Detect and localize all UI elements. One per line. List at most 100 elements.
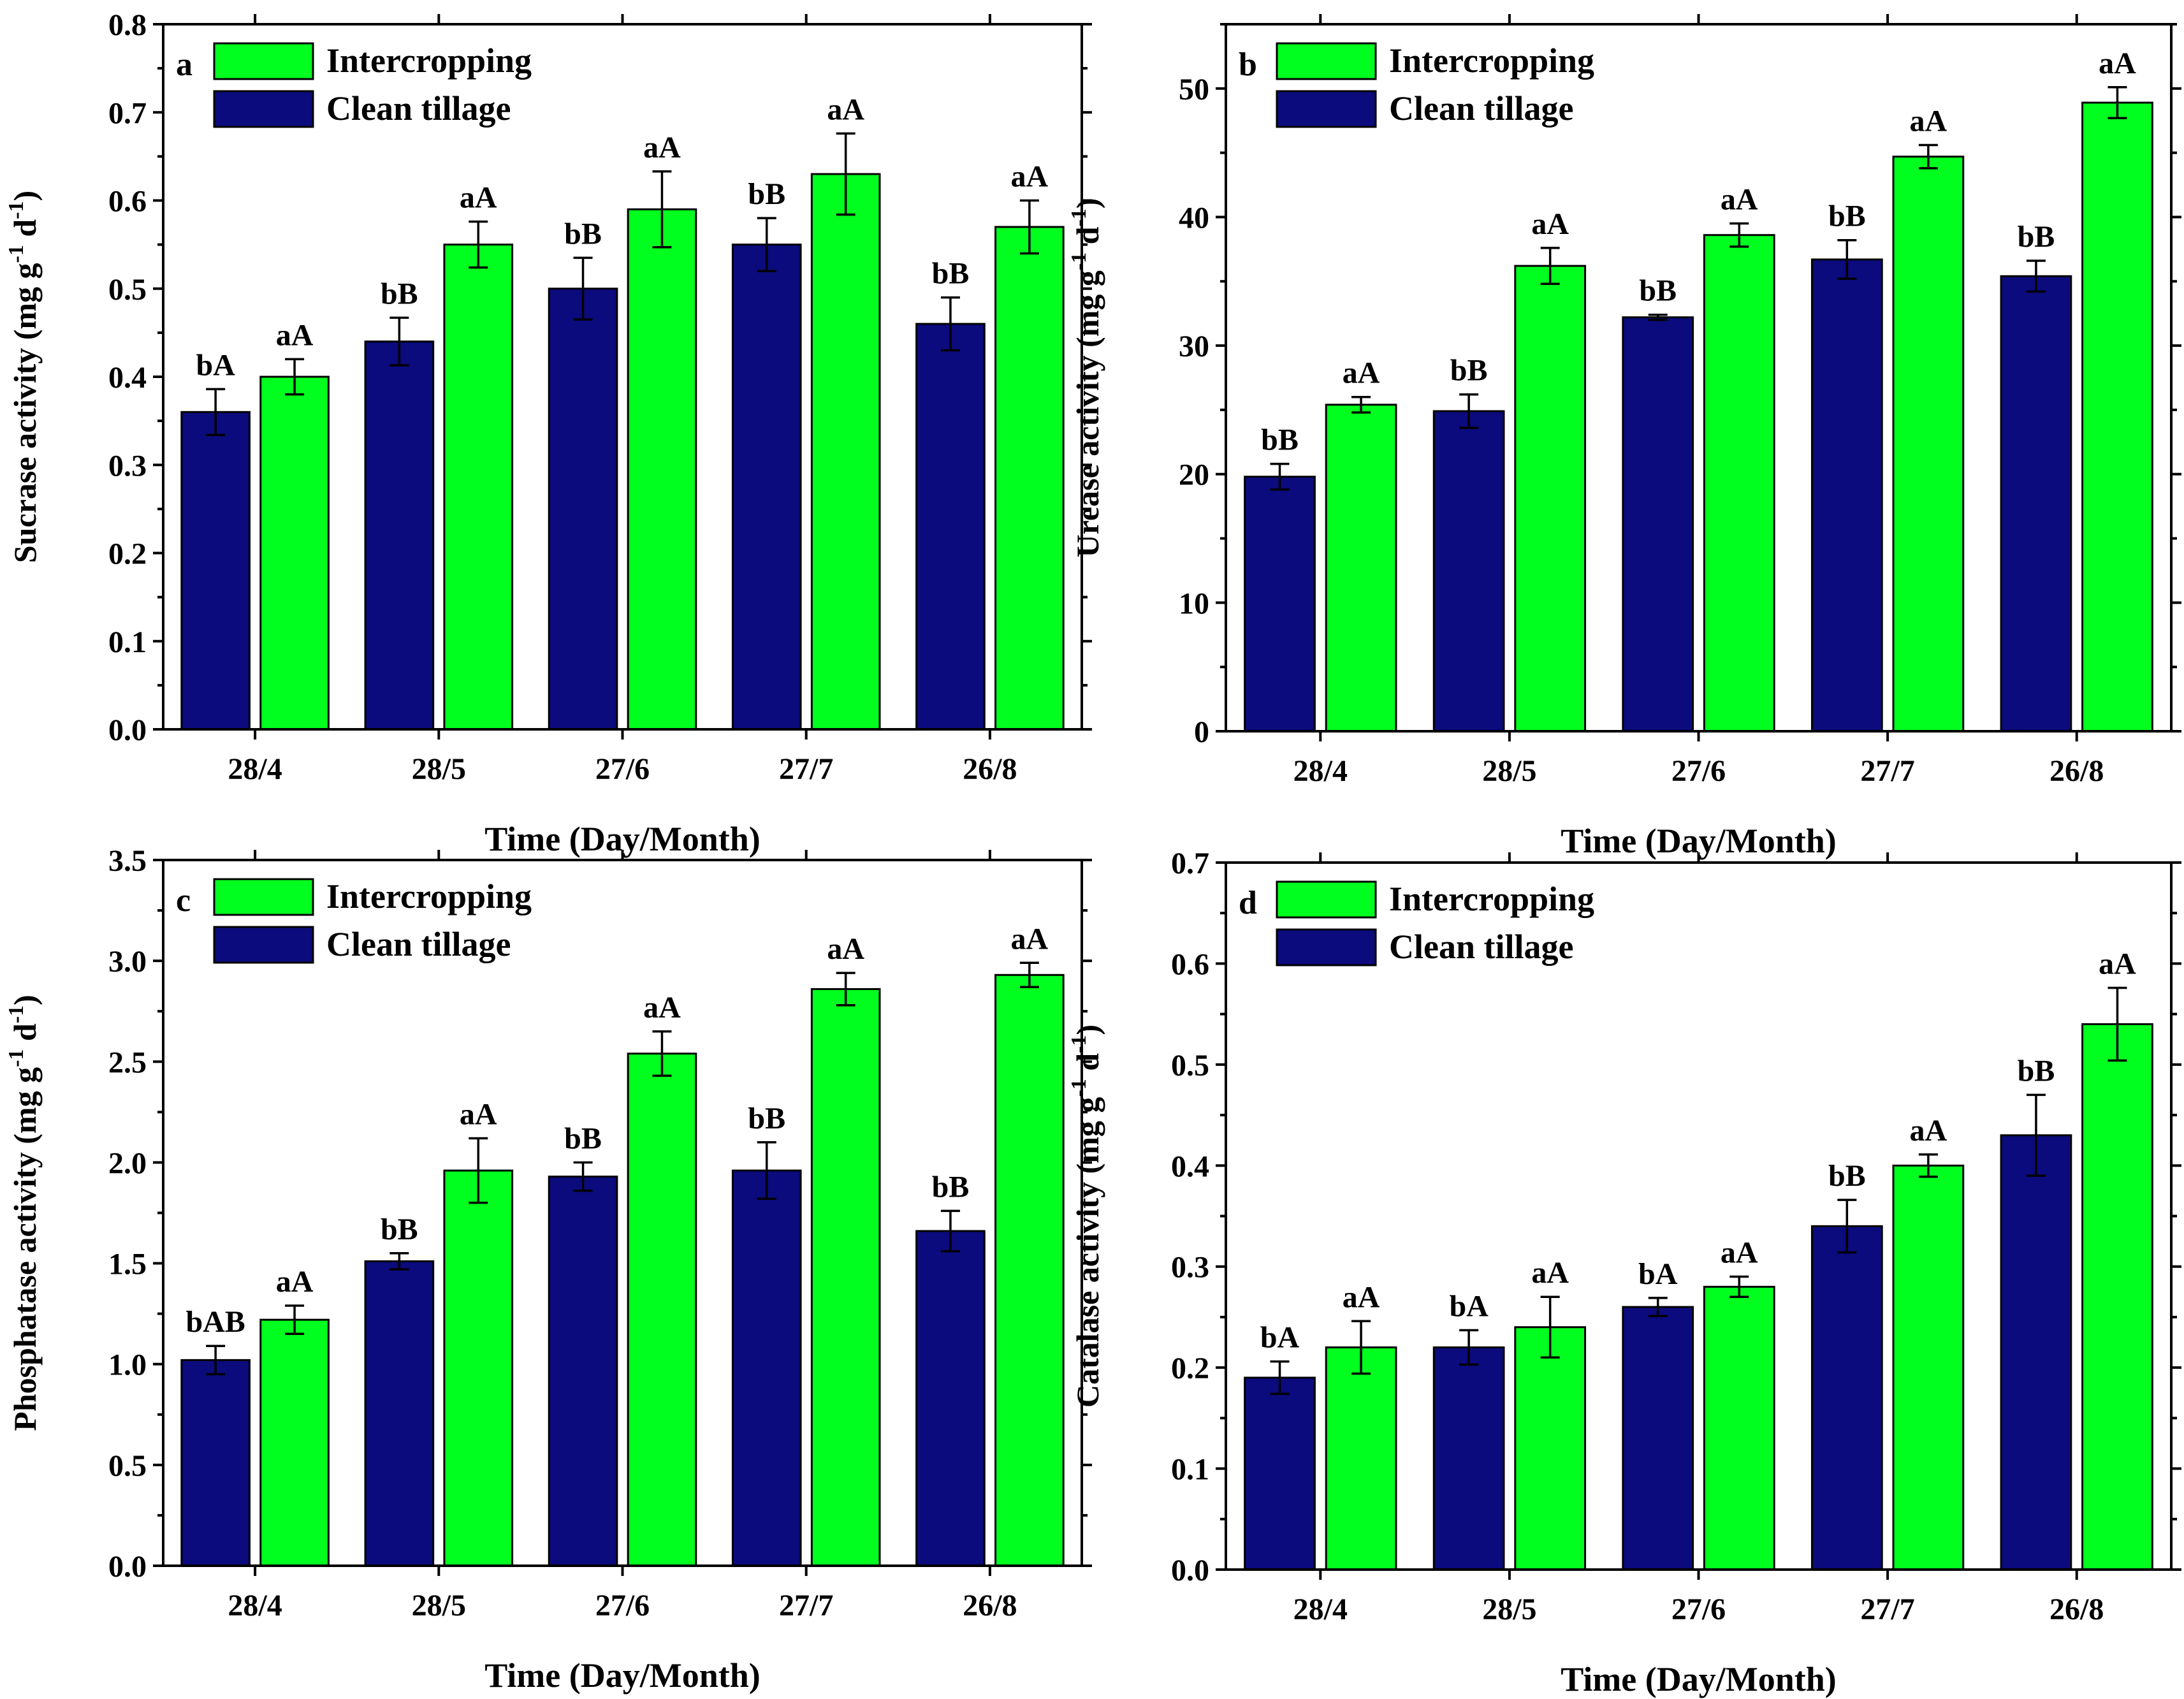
bar-intercropping — [1325, 404, 1397, 733]
significance-label: bA — [196, 348, 235, 382]
y-tick-label: 0.8 — [108, 8, 147, 42]
y-axis-label-part: Catalase activity (mg g — [1070, 1097, 1105, 1408]
y-axis-label-superscript: -1 — [4, 1005, 28, 1023]
y-tick-label: 0.7 — [1171, 847, 1209, 880]
significance-label: bB — [1828, 200, 1866, 233]
y-tick-label: 10 — [1179, 587, 1209, 620]
y-tick-label: 2.5 — [108, 1046, 147, 1079]
bar-intercropping — [994, 226, 1065, 731]
y-tick-label: 1.0 — [108, 1348, 147, 1382]
significance-label: aA — [460, 1097, 497, 1131]
x-tick-label: 28/4 — [228, 752, 282, 786]
bar-intercropping — [994, 973, 1065, 1567]
y-tick-label: 0 — [1194, 715, 1209, 749]
y-axis-label-part: d — [7, 1023, 43, 1049]
chart-panel-d: 0.0 0.1 0.2 0.3 0.4 0.5 0.6 0.7 28/4 bA aA 28/5 bA aA… — [1067, 847, 2181, 1698]
legend-label-intercropping: Intercropping — [326, 877, 532, 915]
x-tick-label: 28/5 — [412, 752, 466, 786]
significance-label: bB — [381, 277, 418, 310]
bar-clean-tillage — [364, 340, 435, 731]
y-axis-label-superscript: -1 — [1067, 1079, 1091, 1097]
panel-label: d — [1239, 885, 1257, 921]
y-axis-label-part: ) — [1070, 198, 1105, 209]
bar-intercropping — [443, 244, 514, 731]
significance-label: bA — [1260, 1321, 1300, 1355]
significance-label: bB — [748, 177, 785, 211]
y-axis-label-superscript: -1 — [4, 245, 28, 263]
y-tick-label: 30 — [1179, 330, 1209, 363]
bar-intercropping — [259, 376, 330, 731]
y-axis-label: Catalase activity (mg g-1 d-1) — [1067, 1025, 1105, 1408]
legend-swatch-clean-tillage — [213, 926, 314, 964]
significance-label: aA — [1721, 1236, 1758, 1270]
bar-intercropping — [259, 1318, 330, 1567]
bar-clean-tillage — [1810, 1225, 1883, 1571]
legend-label-intercropping: Intercropping — [1389, 880, 1594, 918]
bar-intercropping — [810, 988, 881, 1567]
significance-label: aA — [1011, 160, 1049, 194]
legend-label-clean-tillage: Clean tillage — [1389, 89, 1573, 128]
significance-label: aA — [276, 1265, 314, 1299]
panel-label: c — [176, 882, 191, 919]
significance-label: bB — [564, 1121, 602, 1155]
significance-label: aA — [643, 991, 681, 1025]
legend-swatch-intercropping — [213, 42, 314, 80]
y-tick-label: 0.5 — [1171, 1049, 1209, 1083]
y-tick-label: 0.1 — [1171, 1453, 1209, 1487]
y-tick-label: 3.5 — [108, 844, 147, 878]
bar-clean-tillage — [1432, 1346, 1505, 1571]
bar-clean-tillage — [364, 1260, 435, 1567]
legend-swatch-intercropping — [1276, 880, 1377, 919]
bar-intercropping — [627, 1053, 697, 1567]
y-axis-label-superscript: -1 — [4, 1049, 28, 1067]
bar-clean-tillage — [1810, 258, 1883, 733]
significance-label: aA — [827, 92, 864, 126]
bar-intercropping — [810, 173, 881, 731]
significance-label: bB — [932, 1170, 970, 1204]
significance-label: aA — [276, 318, 314, 352]
significance-label: aA — [1343, 1280, 1380, 1314]
y-axis-label-part: d — [1070, 226, 1105, 252]
significance-label: aA — [1531, 1256, 1569, 1290]
y-tick-label: 0.6 — [1171, 947, 1209, 981]
bar-clean-tillage — [180, 411, 251, 731]
bar-intercropping — [1325, 1346, 1397, 1571]
x-tick-label: 27/7 — [779, 1589, 833, 1622]
y-axis-label: Sucrase activity (mg g-1 d-1) — [4, 191, 43, 563]
plot-frame — [162, 859, 1083, 1567]
x-tick-label: 26/8 — [963, 752, 1017, 786]
significance-label: bB — [1450, 354, 1488, 388]
bar-intercropping — [1892, 1164, 1965, 1571]
panel-label: b — [1239, 47, 1257, 83]
significance-label: aA — [1343, 356, 1380, 390]
bar-clean-tillage — [548, 1176, 618, 1567]
y-axis-label: Urease activity (mg g-1 d-1) — [1067, 198, 1105, 558]
x-tick-label: 26/8 — [2049, 1593, 2104, 1626]
y-tick-label: 0.6 — [108, 185, 147, 219]
y-tick-label: 0.7 — [108, 96, 147, 130]
bar-intercropping — [1514, 265, 1587, 733]
y-tick-label: 50 — [1179, 73, 1209, 106]
significance-label: aA — [1721, 183, 1758, 217]
significance-label: bA — [1449, 1290, 1489, 1323]
x-tick-label: 28/4 — [1293, 1593, 1348, 1626]
bar-clean-tillage — [1622, 1306, 1694, 1571]
x-axis-label: Time (Day/Month) — [1561, 1660, 1836, 1698]
plot-frame — [162, 23, 1083, 731]
y-axis-label-part: Sucrase activity (mg g — [7, 263, 43, 563]
bar-clean-tillage — [2000, 1134, 2072, 1571]
y-axis-label-part: Phosphatase activity (mg g — [7, 1067, 43, 1431]
bar-intercropping — [1703, 234, 1775, 733]
significance-label: bB — [381, 1213, 418, 1246]
bar-clean-tillage — [1622, 316, 1694, 733]
y-tick-label: 0.0 — [108, 1550, 147, 1584]
y-axis-label-part: Urease activity (mg g — [1070, 270, 1105, 557]
significance-label: bAB — [186, 1305, 245, 1339]
significance-label: bB — [932, 257, 970, 291]
chart-panel-c: 0.0 0.5 1.0 1.5 2.0 2.5 3.0 3.5 28/4 bAB aA 28/5 bB a… — [4, 844, 1092, 1695]
legend-label-intercropping: Intercropping — [326, 41, 532, 80]
x-tick-label: 28/5 — [1482, 1593, 1536, 1626]
y-tick-label: 20 — [1179, 458, 1209, 492]
x-tick-label: 27/6 — [1671, 1593, 1726, 1626]
